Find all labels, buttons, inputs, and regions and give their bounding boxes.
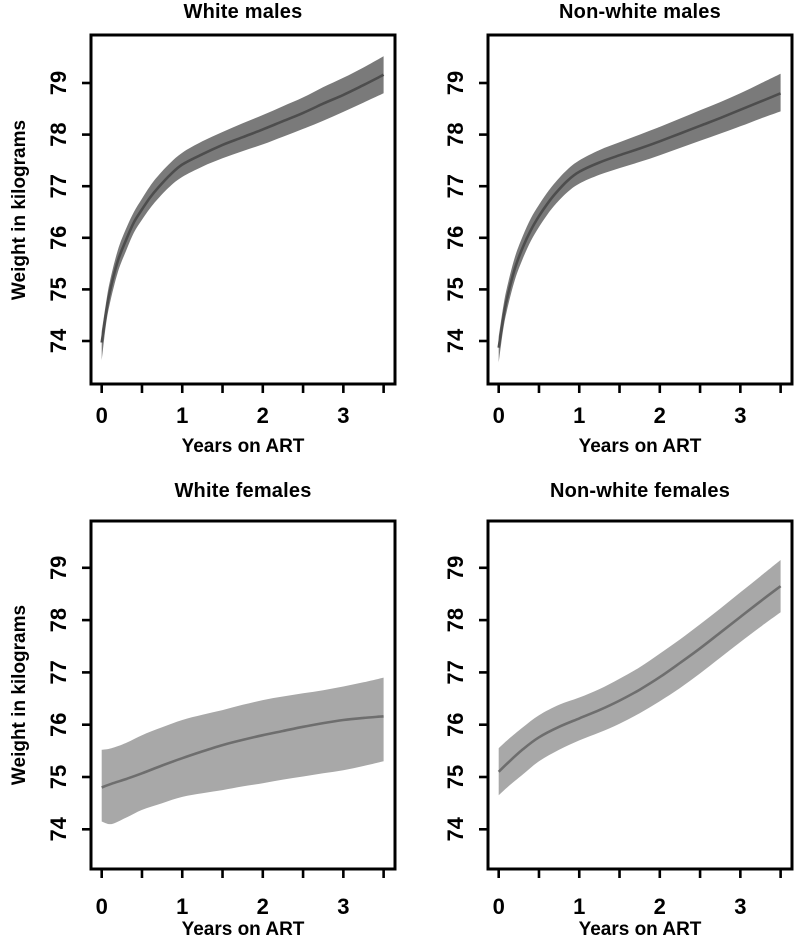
- panel-title: White males: [183, 1, 303, 23]
- x-tick-label: 0: [96, 894, 108, 919]
- confidence-band: [498, 560, 781, 796]
- y-tick-label: 76: [443, 712, 468, 736]
- x-tick-label: 3: [734, 894, 746, 919]
- x-tick-label: 0: [96, 403, 108, 428]
- x-tick-label: 1: [573, 894, 585, 919]
- plot-border: [486, 33, 794, 386]
- y-tick-label: 76: [46, 712, 71, 736]
- plot-canvas-white-males: 74 75 76 77 78 79 0 1 2 3: [46, 33, 397, 428]
- x-tick-label: 2: [257, 403, 269, 428]
- y-tick-label: 74: [46, 816, 71, 841]
- plot-canvas-white-females: 74 75 76 77 78 79 0 1 2 3: [46, 519, 397, 919]
- panel-title: Non-white males: [559, 1, 721, 23]
- confidence-band: [101, 56, 384, 361]
- y-tick-label: 79: [443, 71, 468, 95]
- confidence-band: [101, 677, 384, 825]
- panel-title: White females: [174, 480, 312, 502]
- y-tick-label: 75: [46, 277, 71, 301]
- x-axis-label: Years on ART: [181, 919, 305, 940]
- plot-border: [89, 33, 397, 386]
- y-tick-label: 79: [46, 556, 71, 580]
- y-tick-label: 77: [46, 660, 71, 684]
- y-tick-label: 78: [443, 608, 468, 632]
- y-tick-label: 78: [46, 122, 71, 146]
- mean-weight-line: [101, 715, 384, 789]
- plot-canvas-non-white-males: 74 75 76 77 78 79 0 1 2 3: [443, 33, 794, 428]
- y-tick-label: 75: [443, 277, 468, 301]
- x-tick-label: 2: [654, 403, 666, 428]
- panel-white-males: White males Weight in kilograms 74 75 76 77…: [0, 0, 397, 471]
- x-axis-label: Years on ART: [578, 436, 702, 457]
- x-tick-label: 3: [337, 894, 349, 919]
- y-tick-label: 76: [443, 226, 468, 250]
- mean-weight-line: [100, 73, 385, 343]
- x-tick-label: 2: [654, 894, 666, 919]
- plot-canvas-non-white-females: 74 75 76 77 78 79 0 1 2 3: [443, 519, 794, 919]
- x-tick-label: 3: [734, 403, 746, 428]
- x-tick-label: 1: [176, 403, 188, 428]
- y-tick-label: 75: [443, 765, 468, 789]
- x-tick-label: 3: [337, 403, 349, 428]
- y-tick-label: 74: [46, 328, 71, 353]
- x-tick-label: 1: [176, 894, 188, 919]
- x-axis-label: Years on ART: [578, 919, 702, 940]
- y-tick-label: 74: [443, 328, 468, 353]
- mean-weight-line: [497, 92, 782, 348]
- y-tick-label: 77: [46, 174, 71, 198]
- y-tick-label: 76: [46, 226, 71, 250]
- y-tick-label: 79: [46, 71, 71, 95]
- x-tick-label: 2: [257, 894, 269, 919]
- x-tick-label: 1: [573, 403, 585, 428]
- y-tick-label: 77: [443, 660, 468, 684]
- y-tick-label: 79: [443, 556, 468, 580]
- mean-weight-line: [497, 585, 782, 773]
- panel-title: Non-white females: [549, 480, 731, 502]
- y-tick-label: 78: [46, 608, 71, 632]
- y-tick-label: 74: [443, 816, 468, 841]
- x-axis-label: Years on ART: [181, 436, 305, 457]
- y-tick-label: 75: [46, 765, 71, 789]
- confidence-band: [498, 73, 781, 363]
- y-tick-label: 77: [443, 174, 468, 198]
- panel-non-white-males: Non-white males 74 75 76 77 78 79 0 1 2 3 Years o…: [397, 0, 794, 471]
- panel-non-white-females: Non-white females 74 75 76 77 78 79 0 1 2 3 Years…: [397, 471, 794, 942]
- x-tick-label: 0: [493, 894, 505, 919]
- panel-white-females: White females Weight in kilograms 74 75 76…: [0, 471, 397, 942]
- y-tick-label: 78: [443, 122, 468, 146]
- plot-border: [89, 519, 397, 871]
- plot-border: [486, 519, 794, 871]
- x-tick-label: 0: [493, 403, 505, 428]
